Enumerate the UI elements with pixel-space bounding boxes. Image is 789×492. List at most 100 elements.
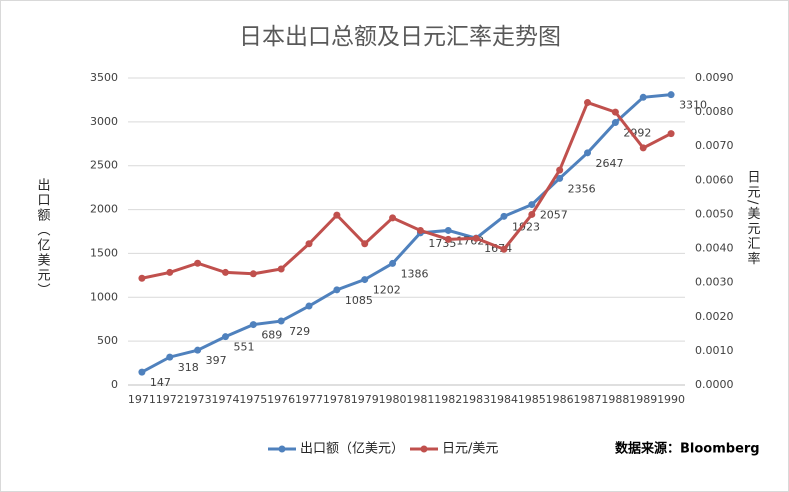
y-axis-title: 出口额（亿美元）	[35, 178, 51, 298]
y-tick-label: 2500	[90, 159, 118, 172]
x-tick-label: 1987	[574, 393, 602, 406]
y-tick-label: 0	[111, 378, 118, 391]
y-tick-label: 500	[97, 334, 118, 347]
data-point	[305, 240, 313, 248]
data-point	[166, 268, 174, 276]
data-point	[667, 91, 675, 99]
data-point	[667, 130, 675, 138]
x-tick-label: 1988	[601, 393, 629, 406]
data-point	[361, 240, 369, 248]
data-label: 318	[178, 361, 199, 374]
data-label: 2356	[568, 182, 596, 195]
data-label: 2057	[540, 209, 568, 222]
data-point	[194, 259, 202, 267]
data-point	[389, 259, 397, 267]
y2-tick-label: 0.0050	[695, 207, 734, 220]
series-line	[141, 93, 672, 374]
data-point	[333, 286, 341, 294]
data-label: 2647	[596, 157, 624, 170]
y2-tick-label: 0.0000	[695, 378, 734, 391]
y-tick-label: 3000	[90, 115, 118, 128]
x-tick-label: 1983	[462, 393, 490, 406]
data-point	[221, 333, 229, 341]
data-point	[221, 268, 229, 276]
source-note: 数据来源：Bloomberg	[615, 441, 760, 457]
x-tick-label: 1971	[128, 393, 156, 406]
x-tick-label: 1989	[629, 393, 657, 406]
data-point	[389, 214, 397, 222]
data-label: 397	[206, 354, 227, 367]
x-tick-label: 1978	[323, 393, 351, 406]
legend-marker	[420, 445, 428, 453]
data-label: 1386	[401, 267, 429, 280]
y2-tick-label: 0.0080	[695, 105, 734, 118]
data-point	[584, 149, 592, 157]
data-point	[639, 93, 647, 101]
data-point	[444, 226, 452, 234]
data-label: 147	[150, 376, 171, 389]
y2-tick-label: 0.0040	[695, 242, 734, 255]
data-point	[333, 211, 341, 219]
data-label: 551	[233, 341, 254, 354]
data-point	[194, 346, 202, 354]
x-tick-label: 1990	[657, 393, 685, 406]
x-tick-label: 1986	[546, 393, 574, 406]
y2-tick-label: 0.0010	[695, 344, 734, 357]
y-tick-label: 1500	[90, 246, 118, 259]
y2-tick-label: 0.0020	[695, 310, 734, 323]
x-tick-label: 1982	[434, 393, 462, 406]
data-point	[528, 210, 536, 218]
y-tick-label: 3500	[90, 71, 118, 84]
data-point	[528, 201, 536, 209]
x-tick-label: 1973	[184, 393, 212, 406]
data-point	[305, 302, 313, 310]
x-tick-label: 1985	[518, 393, 546, 406]
data-label: 689	[261, 329, 282, 342]
data-point	[639, 144, 647, 152]
data-point	[416, 226, 424, 234]
data-point	[277, 265, 285, 273]
x-tick-label: 1984	[490, 393, 518, 406]
data-point	[556, 174, 564, 182]
y2-axis-title: 日元/美元汇率	[745, 170, 761, 266]
x-tick-label: 1981	[406, 393, 434, 406]
data-point	[611, 108, 619, 116]
x-tick-label: 1977	[295, 393, 323, 406]
y-tick-label: 1000	[90, 290, 118, 303]
y2-tick-label: 0.0070	[695, 139, 734, 152]
legend-marker	[278, 445, 286, 453]
y2-tick-label: 0.0030	[695, 276, 734, 289]
x-tick-label: 1974	[211, 393, 239, 406]
chart-title: 日本出口总额及日元汇率走势图	[239, 24, 561, 50]
data-label: 3310	[679, 99, 707, 112]
data-point	[584, 99, 592, 107]
x-tick-label: 1980	[379, 393, 407, 406]
data-point	[138, 274, 146, 282]
legend-label: 日元/美元	[442, 442, 498, 457]
data-point	[361, 276, 369, 284]
data-label: 729	[289, 325, 310, 338]
data-point	[277, 317, 285, 325]
data-point	[444, 235, 452, 243]
series-line	[141, 100, 672, 280]
data-point	[249, 321, 257, 329]
data-point	[611, 119, 619, 127]
x-tick-label: 1975	[239, 393, 267, 406]
data-point	[500, 212, 508, 220]
y2-tick-label: 0.0090	[695, 71, 734, 84]
data-point	[500, 245, 508, 253]
data-point	[556, 166, 564, 174]
data-label: 1085	[345, 294, 373, 307]
data-point	[249, 270, 257, 278]
y2-tick-label: 0.0060	[695, 173, 734, 186]
data-point	[166, 353, 174, 361]
data-point	[138, 368, 146, 376]
data-point	[472, 234, 480, 242]
x-tick-label: 1979	[351, 393, 379, 406]
legend-label: 出口额（亿美元）	[300, 442, 404, 457]
data-label: 1202	[373, 284, 401, 297]
y-tick-label: 2000	[90, 203, 118, 216]
x-tick-label: 1976	[267, 393, 295, 406]
